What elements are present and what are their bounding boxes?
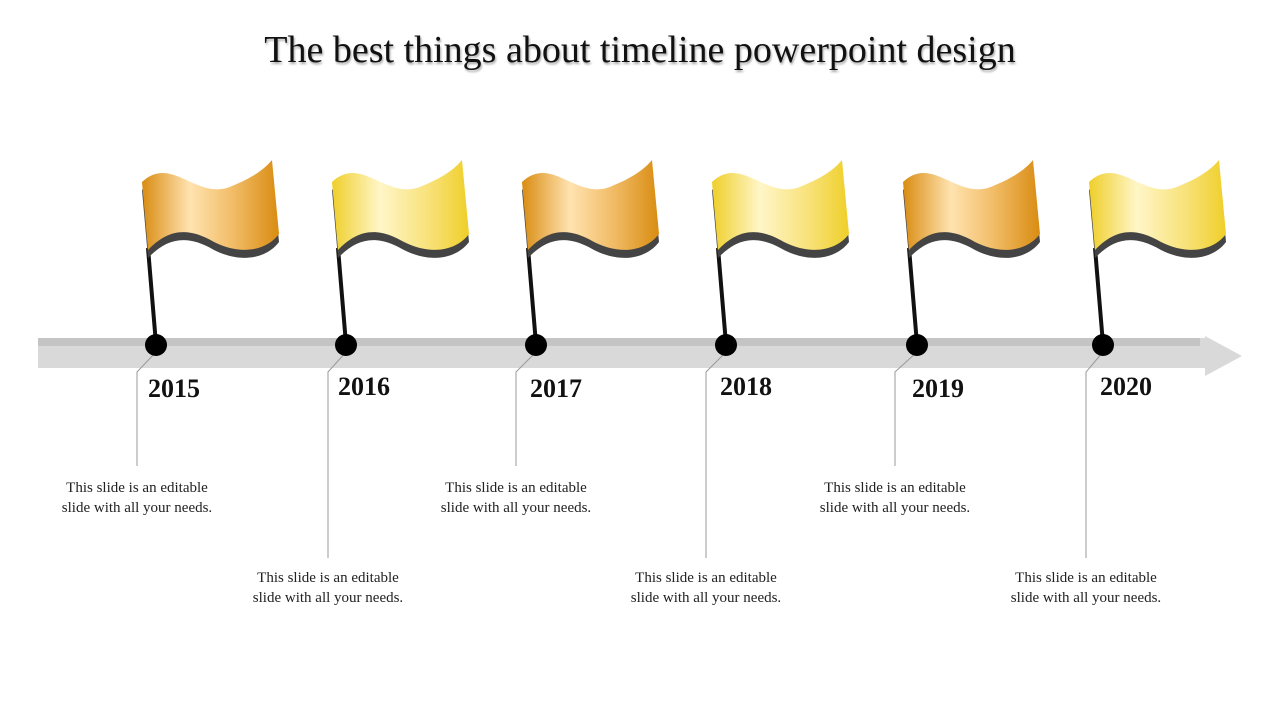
year-label: 2019 bbox=[912, 374, 964, 403]
flag-icon bbox=[332, 160, 469, 250]
timeline-pin bbox=[715, 334, 737, 356]
year-label: 2015 bbox=[148, 374, 200, 403]
milestone-description: This slide is an editable slide with all… bbox=[252, 570, 404, 606]
flag-icon bbox=[712, 160, 849, 250]
milestone-2018 bbox=[705, 160, 849, 558]
year-label: 2017 bbox=[530, 374, 582, 403]
leader-line bbox=[327, 351, 347, 558]
timeline-pin bbox=[525, 334, 547, 356]
milestone-2017 bbox=[515, 160, 659, 466]
milestone-description: This slide is an editable slide with all… bbox=[630, 570, 782, 606]
slide-title: The best things about timeline powerpoin… bbox=[264, 29, 1016, 71]
leader-line bbox=[894, 351, 918, 466]
timeline-pin bbox=[1092, 334, 1114, 356]
timeline-pin bbox=[145, 334, 167, 356]
milestone-description: This slide is an editable slide with all… bbox=[61, 480, 213, 516]
flag-icon bbox=[522, 160, 659, 250]
leader-line bbox=[136, 351, 157, 466]
leader-line bbox=[1085, 351, 1104, 558]
flag-pole bbox=[1093, 247, 1105, 345]
milestone-2019 bbox=[894, 160, 1040, 466]
flag-pole bbox=[907, 247, 919, 345]
flag-icon bbox=[142, 160, 279, 250]
timeline-pin bbox=[906, 334, 928, 356]
leader-line bbox=[705, 351, 727, 558]
flag-pole bbox=[336, 247, 348, 345]
flag-pole bbox=[526, 247, 538, 345]
milestone-description: This slide is an editable slide with all… bbox=[1010, 570, 1162, 606]
flag-icon bbox=[903, 160, 1040, 250]
flag-pole bbox=[716, 247, 728, 345]
timeline-arrow-top-band bbox=[38, 338, 1200, 346]
flag-pole bbox=[146, 247, 158, 345]
year-label: 2020 bbox=[1100, 372, 1152, 401]
milestone-2016 bbox=[327, 160, 469, 558]
milestone-2020 bbox=[1085, 160, 1226, 558]
timeline-pin bbox=[335, 334, 357, 356]
milestone-description: This slide is an editable slide with all… bbox=[819, 480, 971, 516]
year-label: 2018 bbox=[720, 372, 772, 401]
milestone-2015 bbox=[136, 160, 279, 466]
year-label: 2016 bbox=[338, 372, 390, 401]
leader-line bbox=[515, 351, 537, 466]
milestone-description: This slide is an editable slide with all… bbox=[440, 480, 592, 516]
flag-icon bbox=[1089, 160, 1226, 250]
